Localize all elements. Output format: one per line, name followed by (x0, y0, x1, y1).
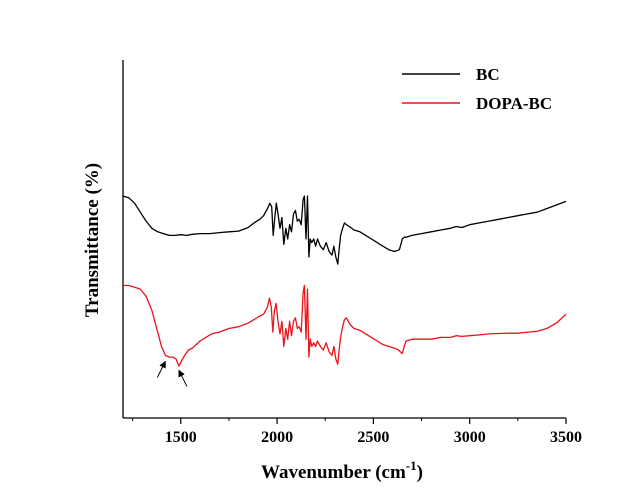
legend-label-dopa-bc: DOPA-BC (476, 94, 552, 113)
x-tick-label: 1500 (165, 429, 197, 446)
x-tick-label: 2500 (357, 429, 389, 446)
legend: BC DOPA-BC (402, 65, 552, 113)
legend-label-bc: BC (476, 65, 500, 84)
x-axis-title-sup: -1 (406, 458, 417, 473)
x-axis-title-close: ) (417, 462, 423, 483)
x-tick-label: 3500 (550, 429, 582, 446)
x-axis-title: Wavenumber (cm-1) (261, 458, 423, 483)
series-line-bc (122, 195, 567, 265)
annotation-arrow-1 (156, 360, 166, 378)
x-tick-label: 2000 (261, 429, 293, 446)
plot-area: 1500 2000 2500 3000 3500 (122, 60, 582, 446)
series-line-dopa-bc (123, 284, 567, 367)
x-axis-title-main: Wavenumber (cm (261, 462, 406, 483)
y-axis-title: Transmittance (%) (82, 163, 103, 317)
x-tick-label: 3000 (454, 429, 486, 446)
annotation-arrow-2 (178, 369, 188, 387)
